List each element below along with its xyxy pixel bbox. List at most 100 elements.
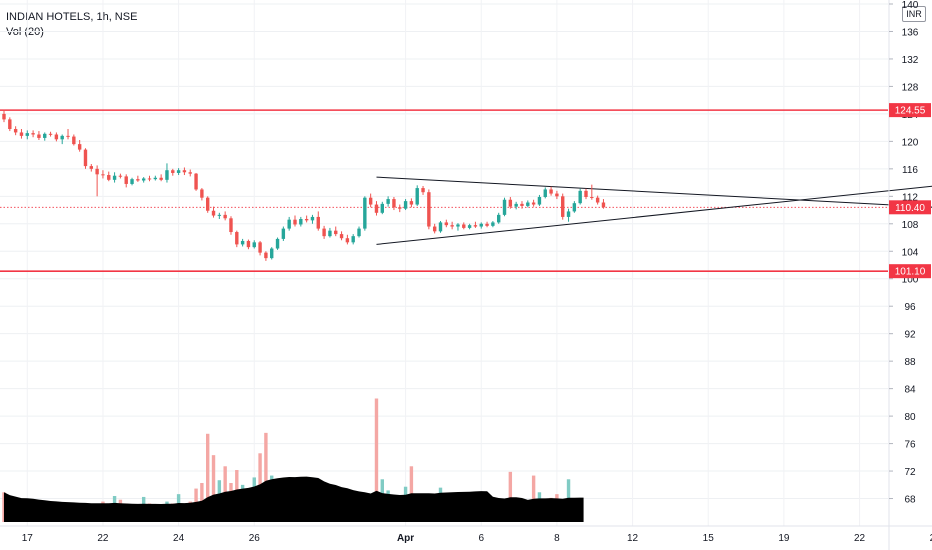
candle-body [514,203,518,207]
candle-body [37,134,41,138]
y-tick-label: 84 [904,385,916,396]
candle-body [467,225,472,228]
y-tick-label: 88 [904,357,916,368]
candle-body [497,214,501,223]
y-tick-label: 112 [902,192,918,203]
candle-body [555,193,559,197]
candle-body [374,204,379,213]
volume-bar [206,433,210,522]
candle-body [380,203,384,213]
y-tick-label: 96 [904,302,916,313]
candle-body [159,177,163,180]
candle-body [83,149,88,167]
candle-body [415,188,419,205]
trendline [376,176,932,208]
y-tick-label: 80 [904,412,916,423]
candle-body [270,248,274,259]
y-tick-label: 136 [902,27,919,38]
price-label-text: 101.10 [895,267,926,278]
time-axis: 17 22 24 26 Apr 6 8 12 15 19 22 26 [0,525,932,544]
candle-body [171,170,175,173]
candle-body [456,224,460,227]
volume-bar [211,455,216,522]
candle-body [25,133,29,136]
candle-body [200,189,204,198]
candle-body [386,199,390,204]
candle-body [89,166,93,169]
candle-body [403,201,408,209]
price-labels: 124.55 110.40 101.10 [889,103,931,279]
candle-body [176,170,181,173]
chart-grid [0,0,888,526]
candle-body [2,113,6,120]
candle-body [8,119,12,130]
candle-body [479,223,483,227]
volume-bar [508,471,513,522]
candle-body [66,135,70,137]
candle-body [107,175,111,180]
candle-body [421,188,425,193]
candle-body [572,203,577,212]
candle-body [293,219,297,225]
candle-body [432,226,437,232]
currency-badge[interactable]: INR [902,6,926,22]
price-label-bg [889,103,931,118]
candle-body [124,176,128,184]
candle-body [188,172,192,174]
candle-body [299,218,303,225]
candle-body [240,240,245,245]
candle-body [264,252,268,259]
candle-body [316,216,320,229]
candle-body [531,202,536,205]
x-tick-label: 22 [854,533,866,544]
candle-body [561,196,565,217]
candles [2,109,606,261]
x-tick-label: 17 [22,533,34,544]
candle-body [310,216,315,221]
candle-body [508,199,513,207]
candle-body [235,232,239,245]
y-tick-label: 120 [902,137,919,148]
candle-body [48,133,53,135]
volume-bar [374,398,379,522]
candle-body [502,199,507,215]
candle-body [473,225,478,227]
candle-body [351,236,355,243]
candle-body [595,197,600,203]
candle-body [339,234,344,239]
candle-body [450,225,454,227]
candle-body [363,197,367,229]
candle-body [136,179,140,181]
candle-body [165,170,169,180]
volume-bar [264,432,268,522]
candle-body [31,133,35,135]
x-tick-label: 8 [554,533,560,544]
price-label-bg [889,264,931,279]
candle-body [147,178,152,180]
candle-body [60,135,64,140]
candle-body [258,242,262,253]
x-tick-label: 26 [930,533,932,544]
x-tick-label: 26 [249,533,261,544]
candle-body [287,219,291,229]
candle-body [368,197,373,205]
price-label: 110.40 [889,200,931,215]
candle-body [77,144,82,150]
candle-body [398,207,402,209]
candle-body [223,214,227,219]
candle-body [427,192,431,227]
candle-body [537,197,542,205]
candle-body [543,189,547,198]
candle-body [584,190,588,198]
y-tick-label: 76 [904,440,916,451]
price-label: 101.10 [889,264,931,279]
candle-body [217,214,222,216]
candle-body [112,175,117,180]
candle-body [444,222,449,226]
y-tick-label: 128 [902,82,919,93]
y-tick-label: 108 [902,220,919,231]
candle-body [549,189,553,194]
x-tick-label: 6 [478,533,484,544]
candle-body [275,238,280,249]
